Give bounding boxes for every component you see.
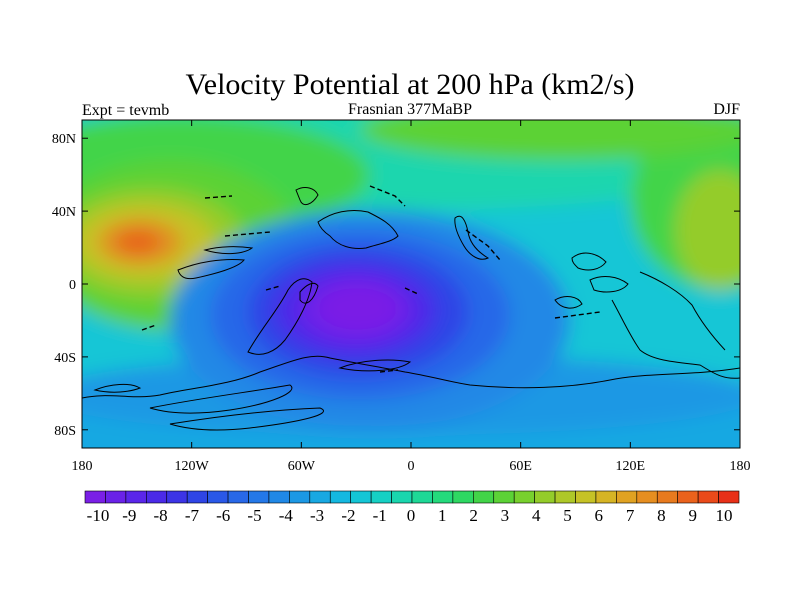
y-tick-label: 80S: [54, 424, 76, 439]
y-tick-label: 40N: [52, 205, 76, 220]
colorbar-label: 3: [501, 506, 510, 525]
x-axis: 180 120W 60W 0 60E 120E 180: [72, 120, 751, 474]
colorbar-swatch: [186, 490, 208, 504]
colorbar-swatch: [656, 490, 678, 504]
colorbar-swatch: [227, 490, 249, 504]
left-string: Expt = tevmb: [82, 102, 169, 119]
colorbar-label: -4: [279, 506, 294, 525]
colorbar-swatch: [329, 490, 351, 504]
x-tick-label: 120W: [175, 459, 210, 474]
colorbar-swatch: [125, 490, 147, 504]
colorbar-swatch: [350, 490, 372, 504]
colorbar-swatch: [636, 490, 658, 504]
colorbar-swatch: [554, 490, 576, 504]
colorbar-swatch: [268, 490, 290, 504]
y-tick-label: 0: [69, 278, 76, 293]
colorbar-swatch: [248, 490, 270, 504]
colorbar-swatch: [595, 490, 617, 504]
colorbar-swatch: [534, 490, 556, 504]
colorbar-label: -8: [154, 506, 168, 525]
colorbar-swatch: [575, 490, 597, 504]
colorbar-label: 0: [407, 506, 416, 525]
center-string: Frasnian 377MaBP: [348, 101, 472, 118]
x-tick-label: 120E: [616, 459, 646, 474]
colorbar-label: -2: [341, 506, 355, 525]
x-tick-label: 180: [730, 459, 751, 474]
colorbar-swatch: [166, 490, 188, 504]
x-tick-label: 0: [408, 459, 415, 474]
colorbar-swatch: [309, 490, 331, 504]
colorbar-label: 1: [438, 506, 447, 525]
colorbar-label: 5: [563, 506, 572, 525]
y-axis: 80N 40N 0 40S 80S: [52, 132, 740, 439]
right-string: DJF: [713, 101, 740, 118]
x-tick-label: 180: [72, 459, 93, 474]
colorbar-swatch: [432, 490, 454, 504]
colorbar-swatch: [391, 490, 413, 504]
colorbar-swatch: [718, 490, 740, 504]
colorbar-label: 9: [688, 506, 697, 525]
colorbar-swatch: [513, 490, 535, 504]
colorbar-swatch: [493, 490, 515, 504]
colorbar-swatch: [105, 490, 127, 504]
y-tick-label: 40S: [54, 351, 76, 366]
colorbar-swatch: [677, 490, 699, 504]
colorbar-label: -9: [122, 506, 136, 525]
colorbar-label: 7: [626, 506, 635, 525]
colorbar-swatch: [207, 490, 229, 504]
y-tick-label: 80N: [52, 132, 76, 147]
colorbar-swatch: [370, 490, 392, 504]
colorbar-label: 6: [595, 506, 604, 525]
colorbar-label: -7: [185, 506, 200, 525]
colorbar-label: -5: [247, 506, 261, 525]
colorbar-label: -10: [87, 506, 110, 525]
colorbar-label: -6: [216, 506, 230, 525]
colorbar-label: 10: [716, 506, 733, 525]
plot-area: [82, 120, 740, 448]
colorbar-swatch: [452, 490, 474, 504]
colorbar-swatch: [473, 490, 495, 504]
colorbar-swatch: [146, 490, 168, 504]
x-tick-label: 60E: [509, 459, 532, 474]
colorbar-swatch: [697, 490, 719, 504]
colorbar-label: 4: [532, 506, 541, 525]
colorbar-label: -1: [373, 506, 387, 525]
colorbar-swatch: [411, 490, 433, 504]
colorbar-label: 8: [657, 506, 666, 525]
colorbar-swatch: [84, 490, 106, 504]
x-tick-label: 60W: [288, 459, 316, 474]
colorbar: -10 -9 -8 -7 -6 -5 -4 -3 -2 -1 0 1 2 3 4 5 6 7 8 9 10: [84, 490, 740, 525]
colorbar-swatch: [289, 490, 311, 504]
chart-title: Velocity Potential at 200 hPa (km2/s): [185, 68, 634, 101]
colorbar-swatch: [616, 490, 638, 504]
velocity-potential-field: [82, 120, 740, 448]
colorbar-label: -3: [310, 506, 324, 525]
colorbar-label: 2: [469, 506, 478, 525]
continent-outlines: [82, 187, 740, 431]
coastline-fragments: [141, 185, 601, 373]
